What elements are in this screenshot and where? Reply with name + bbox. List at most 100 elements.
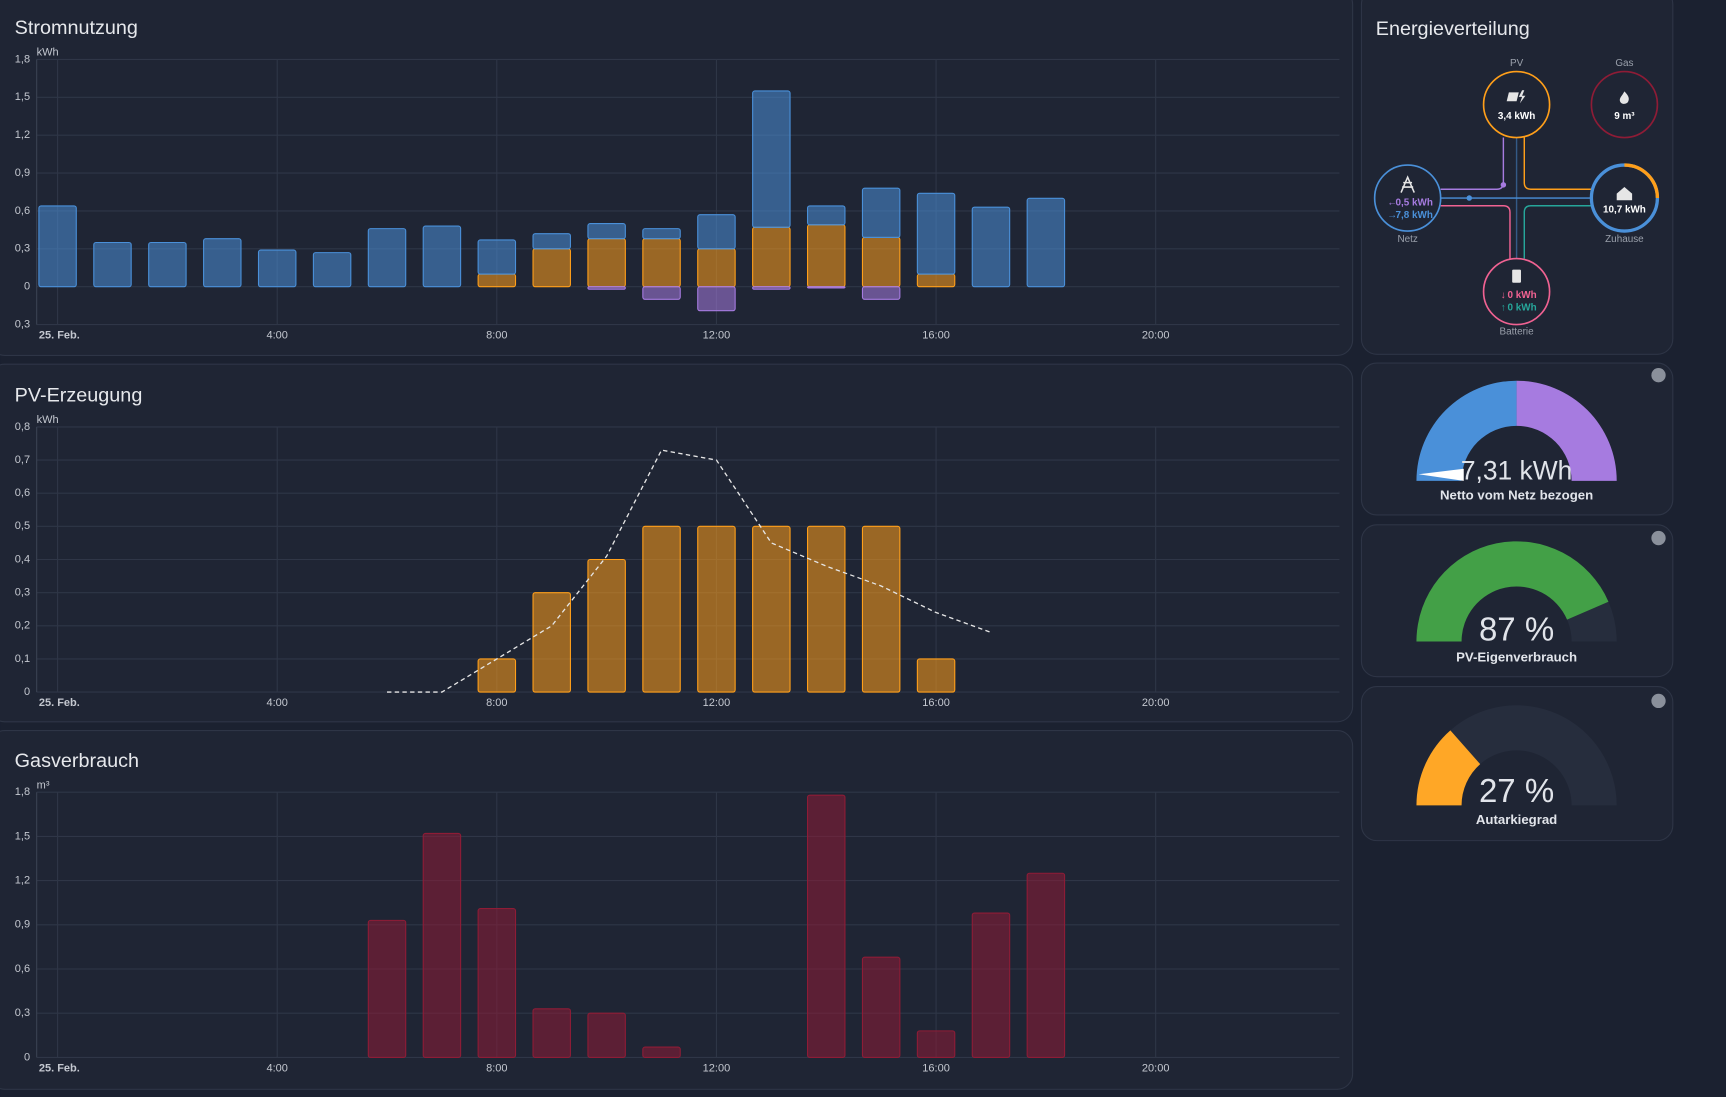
- info-icons: [1651, 368, 1666, 709]
- bar: [422, 225, 462, 288]
- x-tick-label: 12:00: [703, 1062, 731, 1074]
- y-tick-label: 0,2: [15, 620, 30, 632]
- card: [0, 730, 1354, 1090]
- bar: [477, 273, 517, 288]
- line: [387, 449, 992, 693]
- x-tick-label: 8:00: [486, 329, 507, 341]
- bar: [587, 1012, 626, 1058]
- bar: [1026, 197, 1066, 288]
- bar: [38, 205, 77, 288]
- info-icon[interactable]: [1651, 530, 1666, 546]
- x-tick-label: 8:00: [486, 697, 507, 709]
- bar: [587, 558, 626, 693]
- node-value: 3,4 kWh: [1498, 111, 1535, 122]
- bar: [916, 1030, 956, 1058]
- node-label: Batterie: [1500, 326, 1535, 337]
- x-tick-label: 25. Feb.: [39, 1062, 80, 1074]
- bar: [203, 238, 242, 288]
- gauge-track: [1450, 705, 1617, 806]
- y-tick-label: 1,5: [15, 830, 30, 842]
- bar: [367, 919, 407, 1058]
- bar: [587, 238, 626, 288]
- node-value: 9 m³: [1614, 111, 1635, 122]
- bar: [971, 912, 1011, 1058]
- bar: [587, 223, 626, 240]
- bar: [697, 525, 736, 693]
- bar: [477, 239, 517, 275]
- y-tick-label: 1,5: [15, 91, 30, 103]
- x-tick-label: 25. Feb.: [39, 329, 80, 341]
- arrow-icon: →: [1387, 210, 1397, 221]
- y-tick-label: 0,5: [15, 520, 30, 532]
- y-tick-label: 0,7: [15, 454, 30, 466]
- y-tick-label: 0,9: [15, 919, 30, 931]
- card-title: Energieverteilung: [1376, 18, 1530, 40]
- bar: [861, 187, 901, 239]
- bar: [916, 273, 956, 288]
- bar: [697, 248, 736, 288]
- y-tick-label: 0,3: [15, 243, 30, 255]
- x-tick-label: 25. Feb.: [39, 697, 80, 709]
- pv-node: [1482, 70, 1551, 139]
- bar: [642, 1046, 681, 1058]
- x-tick-label: 16:00: [922, 329, 950, 341]
- y-tick-label: 0,3: [15, 587, 30, 599]
- bar: [752, 525, 791, 693]
- y-tick-label: 1,8: [15, 786, 30, 798]
- flow-line: [1523, 137, 1592, 190]
- gauge-caption: Netto vom Netz bezogen: [1440, 488, 1593, 503]
- arrow-icon: ↓: [1501, 290, 1506, 301]
- y-tick-label: 1,2: [15, 129, 30, 141]
- gauge-segment: [1516, 380, 1617, 481]
- bar: [1026, 872, 1066, 1058]
- bar: [752, 90, 791, 228]
- battery-icon: [1512, 269, 1521, 283]
- node-label: PV: [1510, 58, 1524, 69]
- node-value: 0 kWh: [1508, 290, 1537, 301]
- info-icon[interactable]: [1651, 693, 1666, 709]
- bar: [806, 224, 846, 288]
- grid-icon: [1400, 175, 1415, 193]
- info-icon[interactable]: [1651, 368, 1666, 383]
- gas-node: [1590, 70, 1659, 139]
- y-tick-label: 0: [24, 281, 30, 293]
- home-node-arc: [1624, 163, 1660, 199]
- x-tick-label: 12:00: [703, 329, 731, 341]
- gauge-arc: [1416, 541, 1609, 642]
- bar: [861, 236, 901, 288]
- bar: [312, 252, 352, 288]
- gauge-track: [1567, 601, 1617, 642]
- node-label: Gas: [1615, 58, 1633, 69]
- gauge-needle: [1418, 468, 1464, 481]
- y-tick-label: 0,8: [15, 421, 30, 433]
- bar: [367, 228, 407, 288]
- y-tick-label: 0: [24, 686, 30, 698]
- bar: [752, 226, 791, 288]
- bar: [477, 658, 517, 693]
- arrow-icon: ←: [1387, 198, 1397, 209]
- x-tick-label: 20:00: [1142, 1062, 1170, 1074]
- x-tick-label: 12:00: [703, 697, 731, 709]
- x-tick-label: 16:00: [922, 1062, 950, 1074]
- home-icon: [1616, 187, 1633, 201]
- node-value: 0,5 kWh: [1396, 198, 1433, 209]
- bar: [257, 249, 297, 288]
- bar: [752, 286, 791, 290]
- bar: [916, 192, 956, 275]
- flow-dot: [1500, 182, 1507, 188]
- flow-dot: [1466, 195, 1473, 201]
- card: [0, 0, 1354, 356]
- bar: [861, 525, 901, 693]
- y-tick-label: 0,6: [15, 205, 30, 217]
- gauge-arc: [1416, 730, 1481, 806]
- bar: [697, 286, 736, 312]
- gauge-caption: PV-Eigenverbrauch: [1456, 649, 1577, 664]
- gas-icon: [1619, 91, 1629, 104]
- bar: [642, 525, 681, 693]
- node-value: 0 kWh: [1508, 302, 1537, 313]
- gauge-value: 7,31 kWh: [1461, 456, 1572, 486]
- gauge-value: 87 %: [1479, 610, 1554, 647]
- bar: [806, 794, 846, 1058]
- y-tick-label: 0,6: [15, 963, 30, 975]
